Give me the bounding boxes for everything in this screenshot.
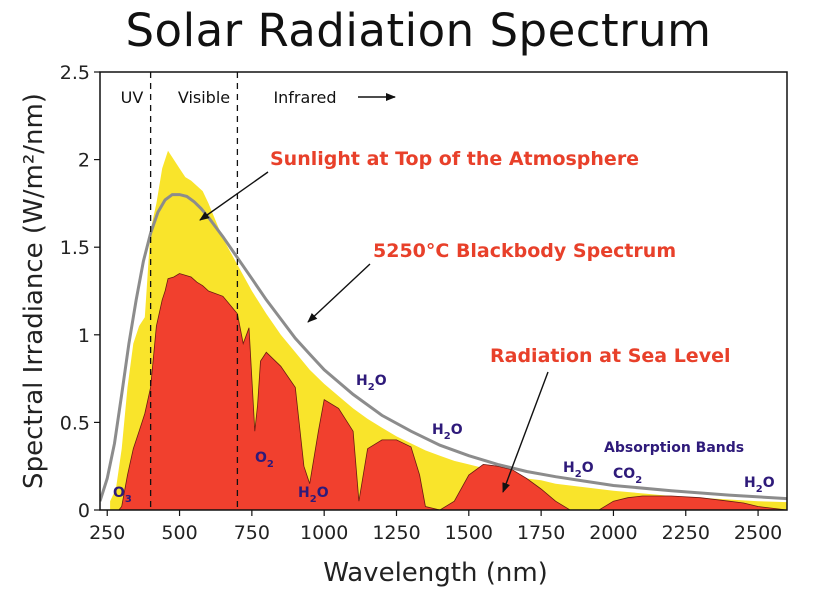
region-label-visible: Visible [178, 88, 230, 107]
y-tick-label: 0 [78, 500, 90, 522]
series-line-blackbody [100, 193, 787, 502]
region-label-infrared: Infrared [273, 88, 336, 107]
absorption-bands-label: Absorption Bands [604, 440, 744, 456]
annotation-label: Radiation at Sea Level [490, 345, 730, 367]
toa-arrow [199, 171, 269, 221]
sea-level-arrow [502, 371, 549, 493]
x-tick-label: 1250 [372, 522, 420, 544]
molecule-label: H2O [432, 422, 463, 442]
x-tick-label: 2250 [662, 522, 710, 544]
molecule-label: H2O [356, 373, 387, 393]
x-tick-label: 750 [234, 522, 270, 544]
molecule-label: H2O [563, 460, 594, 480]
x-tick-label: 1000 [300, 522, 348, 544]
y-tick-label: 1.5 [60, 237, 90, 259]
x-axis-label: Wavelength (nm) [323, 558, 548, 588]
molecule-label: CO2 [613, 466, 642, 486]
x-tick-label: 2000 [589, 522, 637, 544]
molecule-label: H2O [298, 485, 329, 505]
x-tick-label: 1750 [517, 522, 565, 544]
annotation-label: 5250°C Blackbody Spectrum [373, 240, 676, 262]
plot-frame [99, 71, 788, 511]
chart-title: Solar Radiation Spectrum [125, 4, 712, 57]
series-area-sea-level [118, 273, 787, 510]
y-tick-label: 0.5 [60, 412, 90, 434]
x-tick-label: 2500 [734, 522, 782, 544]
blackbody-arrow [307, 263, 371, 323]
molecule-label: O3 [113, 485, 132, 505]
molecule-label: O2 [255, 450, 274, 470]
y-tick-label: 1 [78, 325, 90, 347]
y-tick-label: 2.5 [60, 62, 90, 84]
molecule-label: H2O [744, 475, 775, 495]
y-axis-label: Spectral Irradiance (W/m²/nm) [19, 93, 49, 489]
annotation-label: Sunlight at Top of the Atmosphere [270, 148, 639, 170]
region-label-uv: UV [121, 88, 144, 107]
y-tick-label: 2 [78, 150, 90, 172]
x-tick-label: 500 [161, 522, 197, 544]
x-tick-label: 250 [89, 522, 125, 544]
x-tick-label: 1500 [445, 522, 493, 544]
